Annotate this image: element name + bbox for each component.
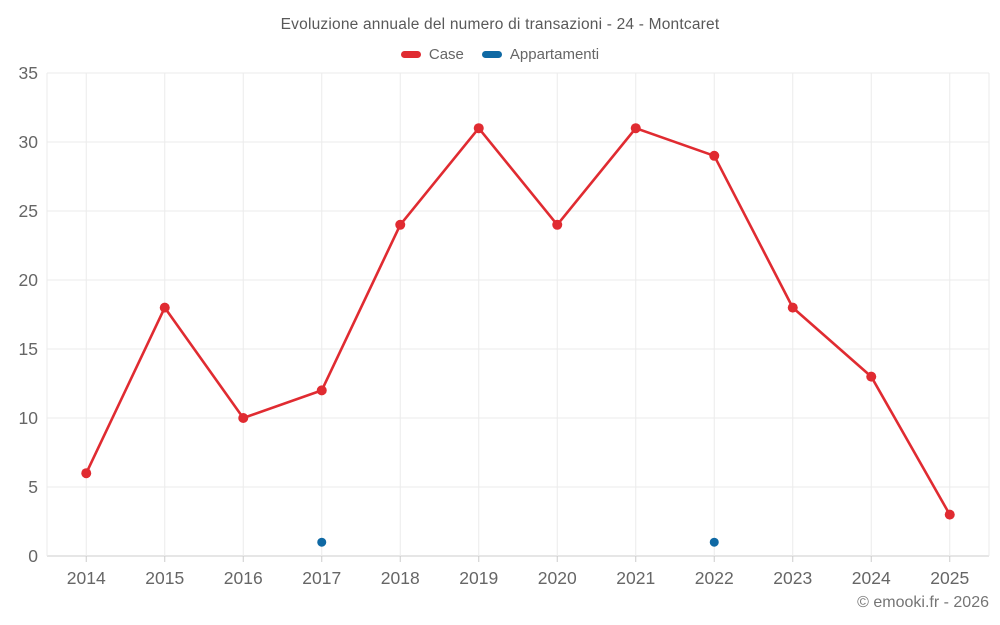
chart-title: Evoluzione annuale del numero di transaz… — [280, 16, 720, 33]
x-tick-label: 2014 — [67, 568, 106, 588]
legend-swatch-icon — [481, 51, 502, 58]
y-tick-label: 35 — [19, 63, 38, 83]
data-point-appartamenti-2017[interactable] — [317, 537, 327, 547]
data-point-case-2025[interactable] — [944, 509, 955, 520]
x-tick-label: 2021 — [616, 568, 655, 588]
data-point-case-2020[interactable] — [552, 219, 563, 230]
legend-item-case[interactable]: Case — [400, 46, 464, 63]
x-tick-label: 2024 — [852, 568, 891, 588]
y-tick-label: 25 — [19, 201, 38, 221]
x-tick-label: 2023 — [773, 568, 812, 588]
data-point-case-2014[interactable] — [81, 468, 92, 479]
data-point-case-2022[interactable] — [709, 150, 720, 161]
legend-item-appartamenti[interactable]: Appartamenti — [481, 46, 600, 63]
y-tick-label: 10 — [19, 408, 39, 428]
data-point-case-2023[interactable] — [787, 302, 798, 313]
data-point-case-2019[interactable] — [473, 123, 484, 134]
series-line-case — [84, 126, 952, 516]
y-tick-label: 30 — [19, 132, 39, 152]
data-point-case-2017[interactable] — [316, 385, 327, 396]
data-point-case-2021[interactable] — [630, 123, 641, 134]
y-tick-label: 20 — [19, 270, 39, 290]
y-tick-label: 0 — [28, 546, 38, 566]
x-tick-label: 2015 — [145, 568, 184, 588]
x-tick-label: 2017 — [302, 568, 341, 588]
x-tick-label: 2025 — [930, 568, 969, 588]
footer-credit: © emooki.fr - 2026 — [857, 594, 989, 611]
legend-swatch-icon — [400, 51, 421, 58]
data-point-case-2015[interactable] — [159, 302, 170, 313]
data-point-appartamenti-2022[interactable] — [709, 537, 719, 547]
data-point-case-2018[interactable] — [395, 219, 406, 230]
y-tick-label: 5 — [28, 477, 38, 497]
data-point-case-2016[interactable] — [238, 413, 249, 423]
x-tick-label: 2022 — [695, 568, 734, 588]
chart-legend: Case Appartamenti — [0, 46, 1000, 63]
x-tick-label: 2016 — [224, 568, 263, 588]
x-tick-label: 2019 — [459, 568, 498, 588]
data-point-case-2024[interactable] — [866, 371, 877, 382]
x-tick-label: 2018 — [381, 568, 420, 588]
legend-label: Appartamenti — [509, 46, 600, 63]
y-tick-label: 15 — [19, 339, 38, 359]
legend-label: Case — [428, 46, 464, 63]
x-tick-label: 2020 — [538, 568, 577, 588]
